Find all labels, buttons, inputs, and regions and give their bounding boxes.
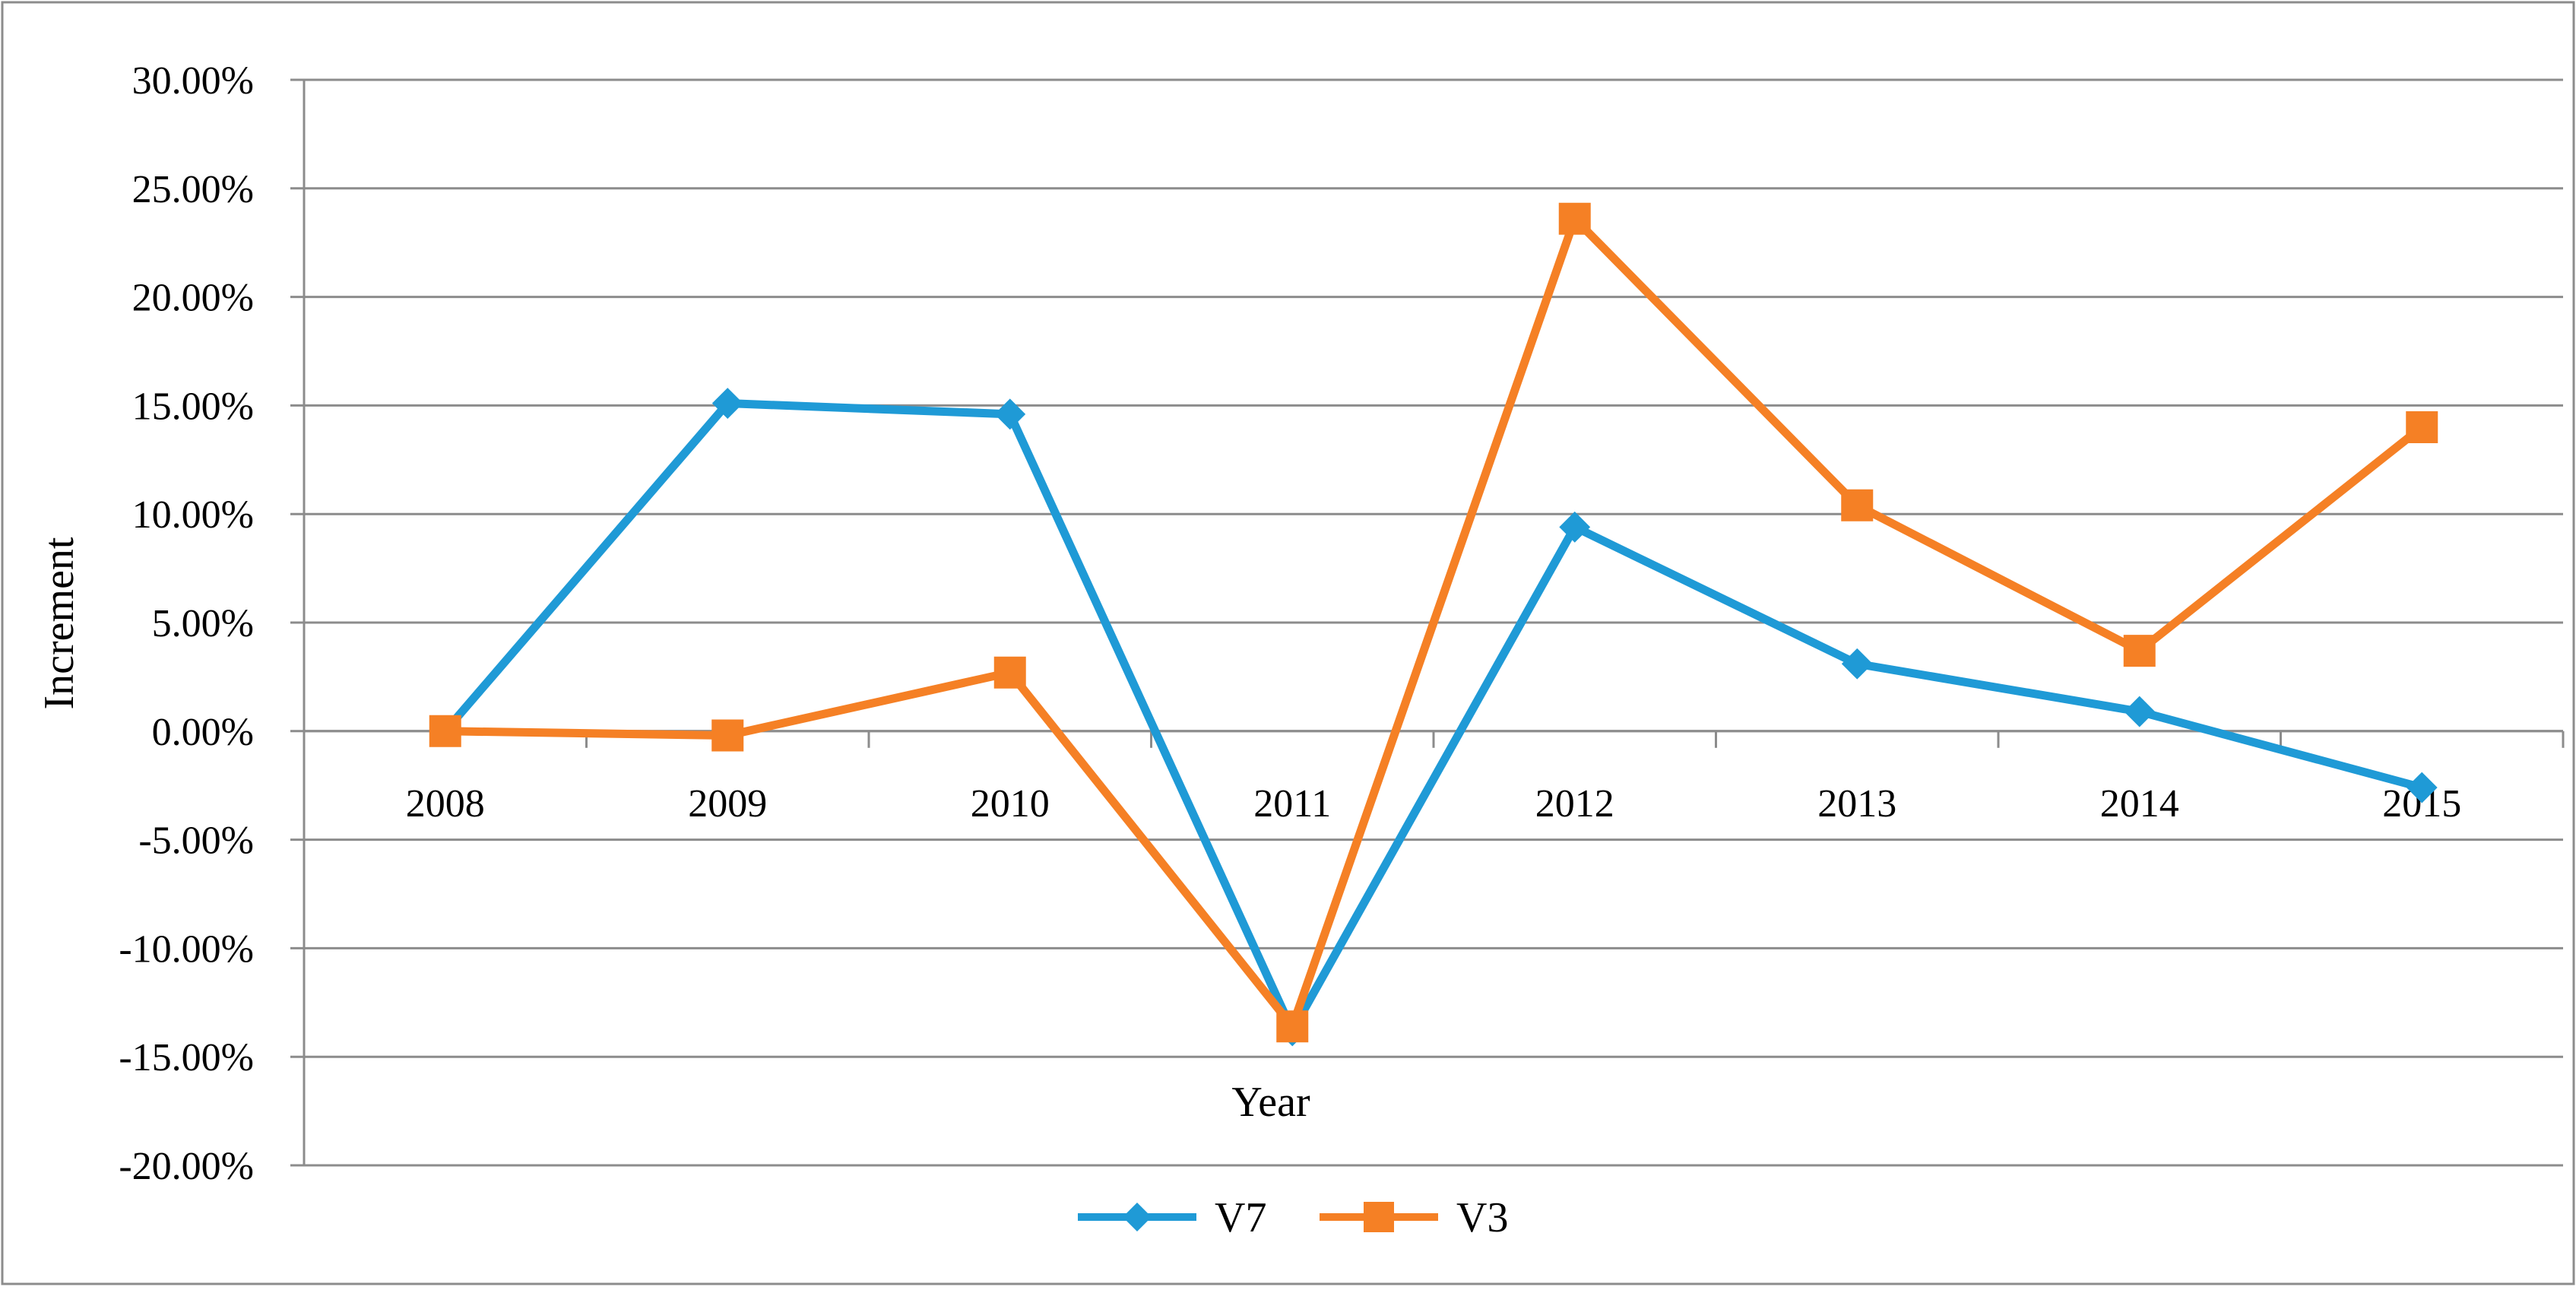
y-tick-label: -10.00% bbox=[119, 927, 254, 971]
series-markers bbox=[429, 202, 2438, 1047]
legend-label-v7: V7 bbox=[1215, 1194, 1266, 1241]
data-point-v3 bbox=[1841, 489, 1874, 521]
y-tick-label: 10.00% bbox=[132, 493, 254, 537]
y-tick-label: -5.00% bbox=[138, 819, 254, 863]
data-point-v3 bbox=[2406, 410, 2438, 443]
data-point-v3 bbox=[1276, 1010, 1309, 1043]
y-tick-label: 25.00% bbox=[132, 168, 254, 211]
data-point-v7 bbox=[711, 388, 743, 419]
data-point-v3 bbox=[429, 715, 461, 747]
legend[interactable]: V7 V3 bbox=[1078, 1194, 1508, 1241]
data-point-v7 bbox=[994, 398, 1026, 430]
data-point-v7 bbox=[1841, 648, 1873, 680]
x-tick-labels: 2008 2009 2010 2011 2012 2013 2014 2015 bbox=[406, 782, 2462, 826]
series-lines bbox=[441, 214, 2426, 1035]
y-tick-label: 30.00% bbox=[132, 59, 254, 103]
legend-marker-v3 bbox=[1364, 1202, 1394, 1232]
y-tick-label: 5.00% bbox=[152, 602, 254, 645]
data-point-v3 bbox=[2123, 635, 2156, 667]
x-tick-label: 2014 bbox=[2100, 782, 2179, 826]
y-tick-label: 15.00% bbox=[132, 385, 254, 428]
x-tick-label: 2008 bbox=[406, 782, 485, 826]
data-point-v7 bbox=[1559, 511, 1591, 543]
legend-label-v3: V3 bbox=[1456, 1194, 1508, 1241]
x-tick-label: 2011 bbox=[1253, 782, 1331, 826]
x-tick-label: 2013 bbox=[1817, 782, 1896, 826]
data-point-v7 bbox=[2406, 772, 2438, 803]
legend-item-v7[interactable]: V7 bbox=[1078, 1194, 1266, 1241]
data-point-v3 bbox=[993, 656, 1026, 689]
legend-item-v3[interactable]: V3 bbox=[1320, 1194, 1508, 1241]
x-tick-label: 2009 bbox=[688, 782, 767, 826]
data-point-v3 bbox=[1558, 202, 1591, 235]
data-point-v7 bbox=[2124, 696, 2156, 727]
legend-marker-v7 bbox=[1123, 1203, 1152, 1231]
data-point-v3 bbox=[711, 719, 744, 752]
y-tick-label: -15.00% bbox=[119, 1036, 254, 1079]
y-axis-title: Increment bbox=[36, 537, 83, 709]
y-tick-label: 20.00% bbox=[132, 277, 254, 320]
series-line-v3 bbox=[441, 214, 2426, 1031]
series-line-v7 bbox=[441, 399, 2426, 1035]
x-axis-title: Year bbox=[1231, 1079, 1310, 1126]
y-tick-label: -20.00% bbox=[119, 1145, 254, 1188]
y-tick-labels: 30.00% 25.00% 20.00% 15.00% 10.00% 5.00% 0.00%… bbox=[119, 59, 254, 1188]
x-tick-label: 2012 bbox=[1535, 782, 1614, 826]
x-tick-label: 2010 bbox=[971, 782, 1050, 826]
y-tick-label: 0.00% bbox=[152, 711, 254, 754]
